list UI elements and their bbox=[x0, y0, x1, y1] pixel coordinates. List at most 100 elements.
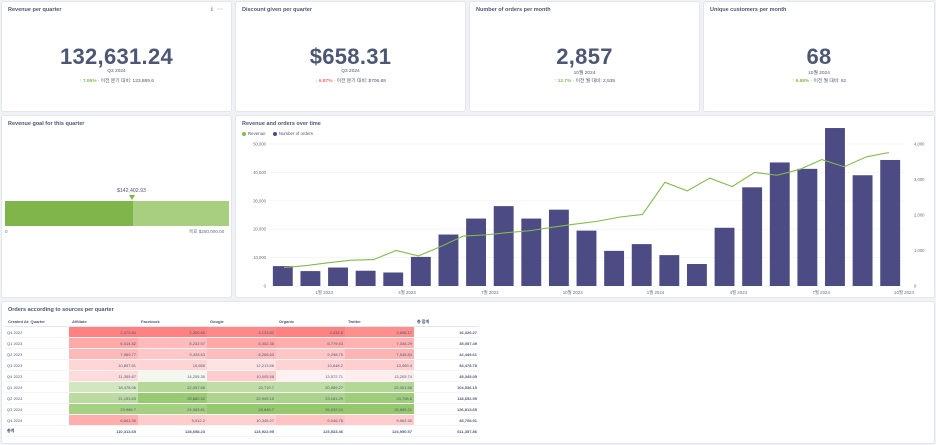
x-tick-label: 7월 2023 bbox=[481, 289, 499, 296]
table-cell: 6,302.38 bbox=[207, 337, 276, 349]
more-icon[interactable]: ⋯ bbox=[217, 7, 223, 13]
arrow-up-icon: ↑ bbox=[553, 79, 557, 84]
column-header[interactable]: 총 합계 bbox=[414, 317, 479, 327]
kpi-title: Number of orders per month bbox=[476, 7, 551, 13]
arrow-down-icon: ↓ bbox=[315, 79, 318, 84]
goal-axis-end: 목표 $250,000.00 bbox=[189, 229, 225, 234]
kpi-card-customers[interactable]: Unique customers per month 68 10월 2024 ↑… bbox=[703, 1, 935, 112]
sources-table-card[interactable]: Orders according to sources per quarter … bbox=[1, 301, 935, 444]
table-cell: 6,414.82 bbox=[69, 337, 138, 349]
column-header[interactable]: Twitter bbox=[345, 317, 414, 327]
orders-bar bbox=[880, 159, 901, 286]
table-cell: 9,298.75 bbox=[276, 348, 345, 360]
table-cell: 10,655 bbox=[138, 359, 207, 371]
column-header[interactable]: Facebook bbox=[138, 317, 207, 327]
goal-axis-start: 0 bbox=[5, 229, 8, 234]
table-cell: 13,572.71 bbox=[276, 370, 345, 382]
table-cell: 14,255.35 bbox=[138, 370, 207, 382]
kpi-card-discount[interactable]: Discount given per quarter $658.31 Q3 20… bbox=[235, 1, 466, 112]
y-right-tick: 4,000 bbox=[914, 142, 925, 147]
row-total: 45,708.91 bbox=[414, 414, 479, 426]
y-left-tick: 10,000 bbox=[253, 255, 266, 260]
orders-bar bbox=[797, 168, 818, 286]
row-total: 118,652.95 bbox=[414, 392, 479, 404]
row-header: Q3 2024 bbox=[5, 403, 69, 415]
orders-bar bbox=[769, 162, 790, 286]
row-header: Q3 2023 bbox=[5, 359, 69, 371]
legend-item-orders[interactable]: Number of orders bbox=[272, 131, 313, 136]
kpi-compare-text: 이전 월 대비: 2,535 bbox=[575, 79, 616, 84]
x-tick-label: 1월 2023 bbox=[315, 289, 333, 296]
y-left-tick: 50,000 bbox=[253, 142, 266, 147]
y-right-tick: 2,000 bbox=[914, 213, 925, 218]
kpi-compare-text: 이전 월 대비: 62 bbox=[813, 79, 847, 84]
table-row: Q1 2023 6,414.82 8,232.57 6,302.38 6,779.43 7… bbox=[5, 337, 479, 349]
table-cell: 3,696.17 bbox=[345, 326, 414, 338]
table-title: Orders according to sources per quarter bbox=[8, 307, 114, 313]
orders-bar bbox=[410, 256, 431, 286]
orders-bar bbox=[576, 230, 597, 286]
x-tick-label: 10월 2023 bbox=[563, 289, 583, 296]
table-cell: 8,266.63 bbox=[207, 348, 276, 360]
table-cell: 2,534.8 bbox=[276, 326, 345, 338]
kpi-period: 10월 2024 bbox=[573, 71, 596, 76]
row-header: Q1 2023 bbox=[5, 337, 69, 349]
kpi-change: 9.68% bbox=[795, 79, 810, 84]
legend-item-revenue[interactable]: Revenue bbox=[242, 131, 266, 136]
column-header[interactable]: Organic bbox=[276, 317, 345, 327]
table-cell: 20,989.27 bbox=[276, 381, 345, 393]
card-menu[interactable]: ℹ ⋯ bbox=[207, 6, 223, 13]
row-total: 45,345.05 bbox=[414, 370, 479, 382]
totals-label: 총계 bbox=[5, 425, 69, 437]
kpi-card-orders[interactable]: Number of orders per month 2,857 10월 202… bbox=[469, 1, 700, 112]
x-tick-label: 1월 2024 bbox=[647, 289, 665, 296]
table-cell: 22,057.56 bbox=[138, 381, 207, 393]
orders-bar bbox=[438, 234, 459, 286]
table-cell: 9,912.2 bbox=[138, 414, 207, 426]
revenue-line bbox=[283, 151, 890, 269]
kpi-compare-text: 이전 분기 대비: $706.88 bbox=[336, 79, 386, 84]
arrow-up-icon: ↑ bbox=[791, 79, 795, 84]
table-row: Q4 2024 6,841.39 9,912.2 10,345.27 9,046.78 9… bbox=[5, 414, 479, 426]
table-cell: 10,069.4 bbox=[345, 359, 414, 371]
info-icon[interactable]: ℹ bbox=[210, 7, 213, 13]
table-cell: 2,379.84 bbox=[69, 326, 138, 338]
kpi-change: 12.7% bbox=[557, 79, 572, 84]
table-cell: 10,005.58 bbox=[207, 370, 276, 382]
row-total: 54,478.78 bbox=[414, 359, 479, 371]
table-cell: 26,848.7 bbox=[207, 403, 276, 415]
table-cell: 21,153.83 bbox=[69, 392, 138, 404]
pivot-table: Created At: Quarter Affiliate Facebook Goog… bbox=[5, 317, 479, 437]
table-cell: 7,989.77 bbox=[69, 348, 138, 360]
arrow-up-icon: ↑ bbox=[79, 79, 82, 84]
orders-bar bbox=[631, 244, 652, 286]
orders-bar bbox=[548, 209, 569, 286]
column-total: 110,313.65 bbox=[69, 425, 138, 437]
table-cell: 9,046.78 bbox=[276, 414, 345, 426]
x-tick-label: 4월 2023 bbox=[398, 289, 416, 296]
grand-total: 611,357.86 bbox=[414, 425, 479, 437]
column-header[interactable]: Google bbox=[207, 317, 276, 327]
table-cell: 10,345.27 bbox=[207, 414, 276, 426]
row-header: Q1 2024 bbox=[5, 381, 69, 393]
kpi-card-revenue[interactable]: Revenue per quarter ℹ ⋯ 132,631.24 Q3 202… bbox=[1, 1, 232, 112]
orders-bar bbox=[272, 266, 293, 286]
row-total: 35,057.49 bbox=[414, 337, 479, 349]
table-cell: 3,133.82 bbox=[207, 326, 276, 338]
combo-chart: 50,000 40,000 30,000 20,000 10,000 0 4,000 3,00… bbox=[253, 128, 925, 296]
orders-bar bbox=[328, 267, 348, 286]
kpi-compare-text: 이전 분기 대비: 123,889.6 bbox=[100, 79, 154, 84]
table-cell: 10,648.2 bbox=[276, 359, 345, 371]
column-header[interactable]: Affiliate bbox=[69, 317, 138, 327]
table-cell: 6,841.39 bbox=[69, 414, 138, 426]
row-header: Q4 2023 bbox=[5, 370, 69, 382]
table-cell: 2,350.85 bbox=[138, 326, 207, 338]
table-cell: 22,949.15 bbox=[207, 392, 276, 404]
column-header[interactable]: Created At: Quarter bbox=[5, 317, 69, 327]
goal-title: Revenue goal for this quarter bbox=[8, 121, 85, 127]
revenue-orders-chart-card[interactable]: Revenue and orders over time Revenue Num… bbox=[235, 115, 935, 298]
column-total: 123,533.46 bbox=[276, 425, 345, 437]
x-tick-label: 4월 2024 bbox=[730, 289, 748, 296]
column-total: 124,950.57 bbox=[345, 425, 414, 437]
x-tick-label: 7월 2024 bbox=[812, 289, 830, 296]
